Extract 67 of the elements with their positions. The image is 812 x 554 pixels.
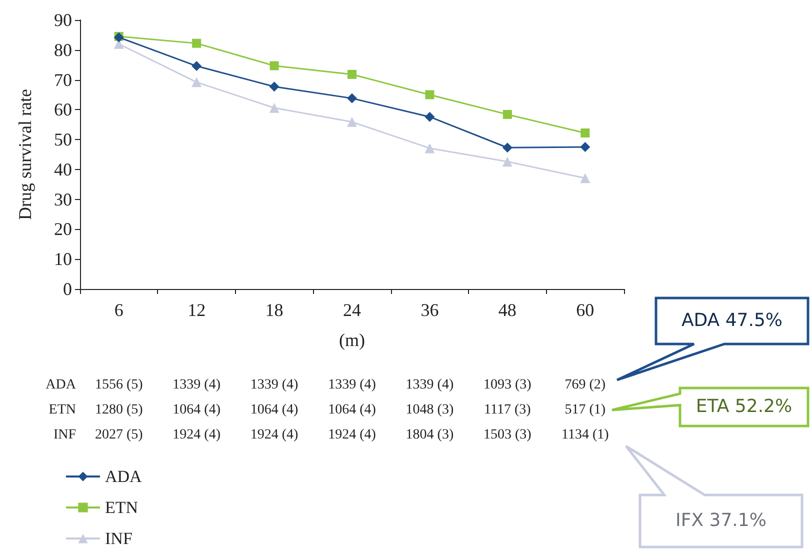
y-tick-label: 20	[54, 219, 72, 240]
text: 1339 (4)	[406, 378, 454, 392]
text: 1339 (4)	[250, 378, 299, 392]
text: ADA	[46, 378, 77, 392]
x-tick-label: 18	[265, 300, 284, 320]
y-tick-label: 30	[54, 189, 72, 210]
y-axis-title: Drug survival rate	[15, 89, 35, 220]
point	[502, 110, 512, 119]
y-tick-label: 40	[54, 159, 72, 180]
point	[192, 77, 202, 88]
text: IFX 37.1%	[674, 509, 768, 533]
text: 1804 (3)	[406, 428, 454, 442]
text: 2027 (5)	[94, 428, 144, 442]
text: 1924 (4)	[172, 428, 221, 442]
text: INF	[53, 428, 76, 442]
y-tick-label: 70	[54, 70, 72, 90]
legend-label: ETN	[105, 498, 138, 517]
text: ETA 52.2%	[694, 395, 794, 419]
point	[192, 61, 202, 72]
text: 1064 (4)	[172, 402, 221, 418]
point	[424, 112, 435, 122]
text: 1064 (4)	[328, 402, 376, 418]
text: 769 (2)	[564, 378, 606, 392]
point	[348, 70, 356, 79]
text: 1503 (3)	[484, 428, 532, 442]
point	[424, 143, 435, 154]
x-tick-label: 36	[420, 300, 439, 320]
text: 1048 (3)	[406, 402, 454, 418]
point	[580, 142, 590, 152]
point	[580, 128, 590, 138]
x-tick-label: 48	[498, 300, 516, 320]
point	[192, 38, 202, 48]
text: 1556 (5)	[94, 378, 144, 392]
y-tick-label: 60	[54, 100, 72, 120]
text: 1064 (4)	[250, 402, 299, 418]
x-tick-label: 6	[114, 300, 124, 320]
text: ETN	[48, 402, 76, 418]
y-tick-label: 80	[54, 40, 72, 60]
y-tick-label: 90	[54, 10, 72, 30]
text: 1339 (4)	[172, 378, 221, 392]
point	[269, 102, 280, 113]
x-axis-title: (m)	[339, 330, 365, 350]
point	[580, 173, 590, 184]
text: 1280 (5)	[94, 402, 144, 418]
text: ADA 47.5%	[680, 309, 784, 333]
point	[347, 93, 357, 104]
y-tick-label: 10	[54, 249, 72, 270]
text: 1134 (1)	[561, 428, 610, 442]
legend-label: INF	[105, 529, 132, 548]
x-tick-label: 60	[576, 300, 594, 320]
point	[425, 90, 434, 100]
x-tick-label: 24	[343, 300, 361, 320]
y-tick-label: 50	[54, 130, 72, 150]
text: 1924 (4)	[250, 428, 299, 442]
point	[502, 142, 512, 153]
x-tick-label: 12	[188, 300, 206, 320]
text: 1093 (3)	[484, 378, 532, 392]
text: 1117 (3)	[484, 402, 532, 418]
point	[269, 82, 280, 92]
text: 517 (1)	[564, 402, 606, 418]
text: 1339 (4)	[328, 378, 376, 392]
legend-label: ADA	[105, 467, 143, 486]
y-tick-label: 0	[63, 279, 72, 299]
text: 1924 (4)	[328, 428, 376, 442]
point	[270, 61, 279, 70]
point	[347, 116, 357, 127]
point	[502, 156, 512, 167]
